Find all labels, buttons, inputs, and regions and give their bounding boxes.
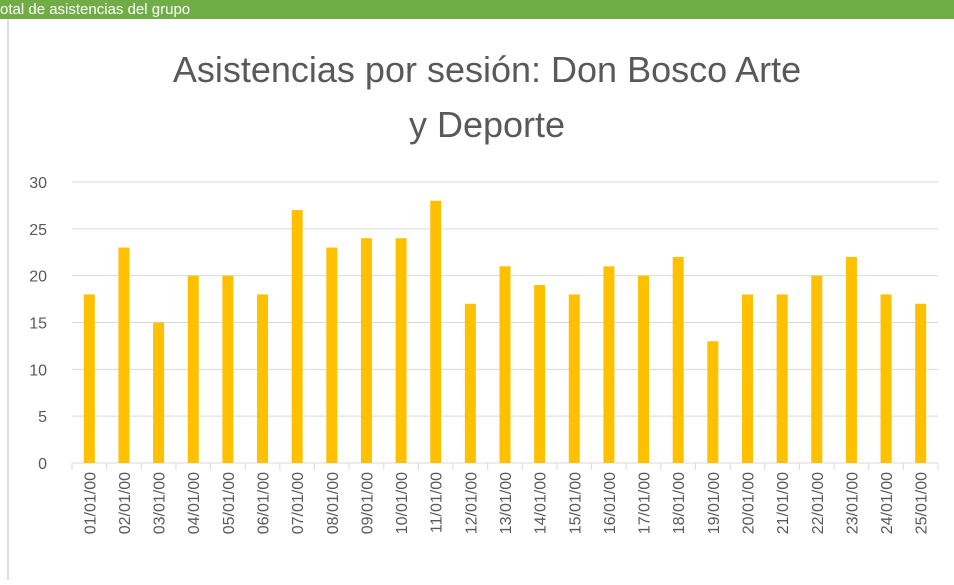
bar bbox=[534, 285, 546, 463]
x-tick-label: 13/01/00 bbox=[498, 472, 515, 534]
bar bbox=[187, 275, 199, 463]
x-tick-label: 07/01/00 bbox=[290, 472, 307, 534]
x-tick-label: 03/01/00 bbox=[152, 472, 169, 534]
x-tick-label: 02/01/00 bbox=[117, 472, 134, 534]
bar bbox=[672, 256, 684, 463]
bar bbox=[707, 341, 719, 463]
bar bbox=[291, 210, 303, 463]
bar bbox=[741, 294, 753, 463]
y-tick-label: 5 bbox=[38, 409, 47, 426]
bar bbox=[118, 247, 130, 463]
bar bbox=[257, 294, 269, 463]
bar bbox=[222, 275, 234, 463]
x-tick-label: 01/01/00 bbox=[82, 472, 99, 534]
y-tick-label: 25 bbox=[29, 222, 47, 239]
bar bbox=[464, 303, 476, 463]
bar bbox=[499, 266, 511, 463]
y-tick-label: 15 bbox=[29, 316, 47, 333]
x-tick-label: 17/01/00 bbox=[637, 472, 654, 534]
bar bbox=[326, 247, 338, 463]
chart-title: y Deporte bbox=[409, 104, 565, 145]
bar bbox=[83, 294, 95, 463]
y-tick-label: 20 bbox=[29, 269, 47, 286]
bar bbox=[776, 294, 788, 463]
x-tick-label: 25/01/00 bbox=[914, 472, 931, 534]
x-tick-label: 06/01/00 bbox=[256, 472, 273, 534]
x-tick-label: 15/01/00 bbox=[567, 472, 584, 534]
x-tick-label: 14/01/00 bbox=[533, 472, 550, 534]
bar bbox=[395, 238, 407, 463]
bar bbox=[915, 303, 927, 463]
x-tick-label: 05/01/00 bbox=[221, 472, 238, 534]
chart-title: Asistencias por sesión: Don Bosco Arte bbox=[173, 49, 801, 90]
bar bbox=[360, 238, 372, 463]
bar bbox=[845, 256, 857, 463]
bar bbox=[603, 266, 615, 463]
bar bbox=[430, 200, 442, 463]
x-tick-label: 19/01/00 bbox=[706, 472, 723, 534]
bar bbox=[638, 275, 650, 463]
bar bbox=[153, 322, 165, 463]
x-tick-label: 20/01/00 bbox=[740, 472, 757, 534]
x-tick-label: 22/01/00 bbox=[810, 472, 827, 534]
x-tick-label: 18/01/00 bbox=[671, 472, 688, 534]
x-tick-label: 09/01/00 bbox=[359, 472, 376, 534]
x-tick-label: 04/01/00 bbox=[186, 472, 203, 534]
x-tick-label: 23/01/00 bbox=[844, 472, 861, 534]
y-tick-label: 10 bbox=[29, 362, 47, 379]
x-tick-label: 24/01/00 bbox=[879, 472, 896, 534]
header-text: otal de asistencias del grupo bbox=[0, 1, 190, 18]
y-tick-label: 0 bbox=[38, 456, 47, 473]
bar bbox=[880, 294, 892, 463]
x-tick-label: 21/01/00 bbox=[775, 472, 792, 534]
header-bar bbox=[0, 0, 954, 19]
x-tick-label: 12/01/00 bbox=[463, 472, 480, 534]
x-tick-label: 08/01/00 bbox=[325, 472, 342, 534]
bar bbox=[811, 275, 823, 463]
y-tick-label: 30 bbox=[29, 175, 47, 192]
x-tick-label: 11/01/00 bbox=[429, 472, 446, 533]
x-tick-label: 10/01/00 bbox=[394, 472, 411, 534]
x-tick-label: 16/01/00 bbox=[602, 472, 619, 534]
bar bbox=[568, 294, 580, 463]
